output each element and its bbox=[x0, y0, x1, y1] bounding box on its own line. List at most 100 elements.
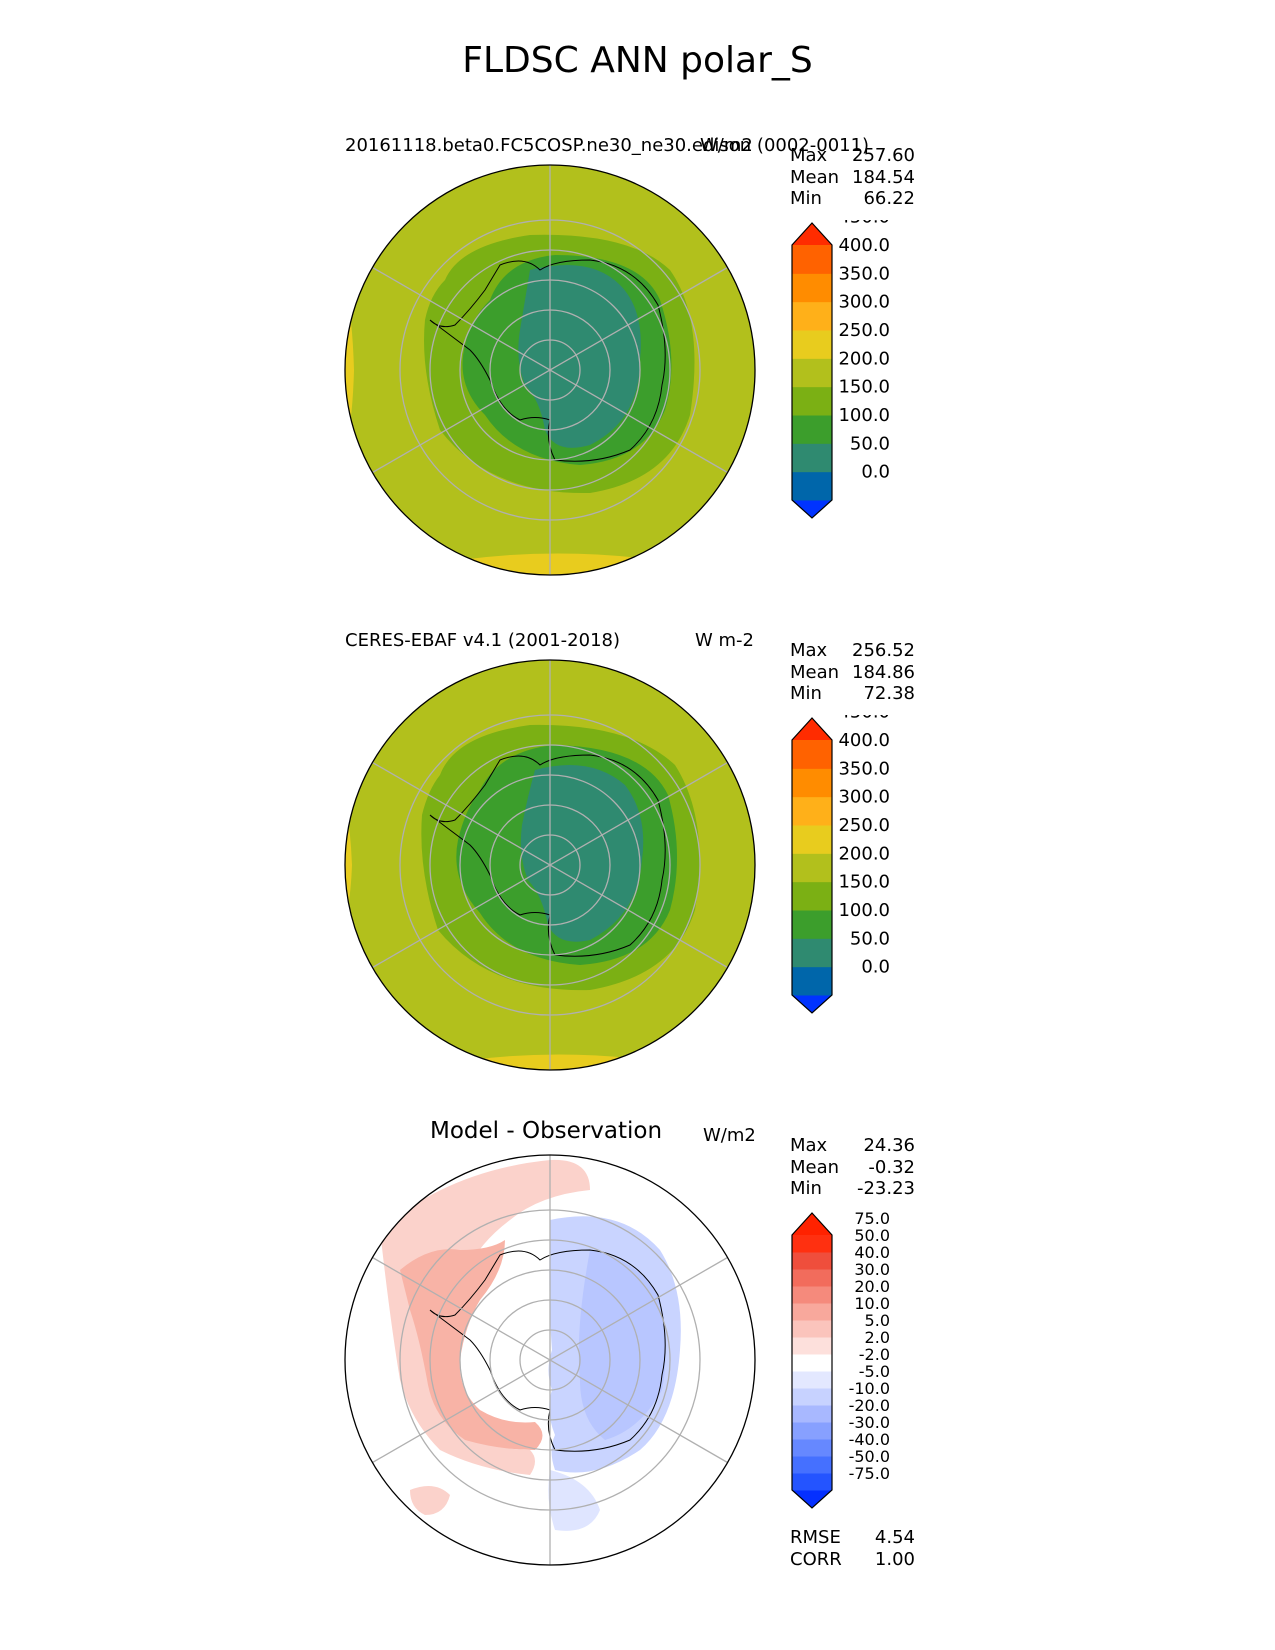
metric-label: CORR bbox=[790, 1548, 842, 1570]
colorbar-tick-label: -75.0 bbox=[849, 1464, 890, 1483]
metric-corr-row: CORR 1.00 bbox=[790, 1549, 915, 1571]
colorbar-swatch bbox=[792, 966, 832, 996]
stat-min-row: Min -23.23 bbox=[790, 1178, 915, 1200]
colorbar-tick-label: 150.0 bbox=[838, 872, 890, 893]
stat-value: 256.52 bbox=[852, 640, 915, 661]
map-boundary bbox=[344, 1154, 756, 1566]
colorbar-swatches bbox=[792, 223, 832, 518]
colorbar-swatch bbox=[792, 796, 832, 826]
colorbar-swatches bbox=[792, 1213, 832, 1508]
map-boundary bbox=[344, 164, 756, 576]
colorbar-outline bbox=[791, 222, 833, 519]
panel1-colorbar: 0.0 50.0 100.0 150.0 200.0 250.0 300.0 350.0 400… bbox=[791, 220, 890, 519]
colorbar-tick-label: 450.0 bbox=[838, 715, 890, 723]
colorbar-outline bbox=[791, 1212, 833, 1509]
map-field-high bbox=[345, 775, 352, 935]
stat-value: 184.54 bbox=[852, 166, 915, 188]
panel3-colorbar: -75.0-50.0-40.0-30.0-20.0-10.0-5.0-2.02.… bbox=[791, 1210, 890, 1509]
panel2-title: CERES-EBAF v4.1 (2001-2018) bbox=[345, 630, 621, 651]
panel3-title: Model - Observation bbox=[430, 1118, 663, 1144]
colorbar-swatch bbox=[792, 301, 832, 331]
colorbar-tick-label: 100.0 bbox=[838, 405, 890, 426]
colorbar-extension-max bbox=[792, 718, 832, 740]
map-gridlines bbox=[372, 165, 728, 575]
colorbar-swatch bbox=[792, 273, 832, 303]
colorbar-swatch bbox=[792, 1269, 832, 1287]
stat-value: 66.22 bbox=[863, 188, 915, 209]
stat-value: -23.23 bbox=[856, 1178, 915, 1199]
stat-min-row: Min 72.38 bbox=[790, 683, 915, 705]
panel3-metrics: RMSE 4.54 CORR 1.00 bbox=[790, 1527, 915, 1570]
colorbar-tick-labels: 0.0 50.0 100.0 150.0 200.0 250.0 300.0 350.0 400… bbox=[838, 220, 890, 483]
colorbar-swatch bbox=[792, 938, 832, 968]
colorbar-extension-min bbox=[792, 995, 832, 1013]
colorbar-tick-label: 350.0 bbox=[838, 263, 890, 284]
panel3-units: W/m2 bbox=[703, 1125, 756, 1146]
stat-label: Max bbox=[790, 145, 828, 166]
stat-label: Min bbox=[790, 683, 822, 704]
colorbar-swatch bbox=[792, 330, 832, 359]
colorbar-swatch bbox=[792, 1388, 832, 1406]
colorbar-tick-label: -20.0 bbox=[849, 1396, 890, 1415]
colorbar-tick-label: 400.0 bbox=[838, 730, 890, 751]
colorbar-tick-label: 350.0 bbox=[838, 758, 890, 779]
colorbar-swatch bbox=[792, 910, 832, 939]
colorbar-swatch bbox=[792, 825, 832, 854]
colorbar-tick-label: 300.0 bbox=[838, 292, 890, 313]
colorbar-swatch bbox=[792, 1303, 832, 1321]
colorbar-swatch bbox=[792, 1422, 832, 1440]
colorbar-swatch bbox=[792, 1439, 832, 1457]
colorbar-tick-label: 0.0 bbox=[861, 462, 890, 483]
stat-value: 184.86 bbox=[852, 661, 915, 683]
map-field-band-50 bbox=[520, 765, 644, 942]
colorbar-swatch bbox=[792, 1320, 832, 1338]
stat-max-row: Max 257.60 bbox=[790, 145, 915, 167]
panel3-polar-map bbox=[344, 1154, 756, 1566]
stat-label: Mean bbox=[790, 166, 840, 188]
panel2-stats: Max 256.52 Mean 184.86 Min 72.38 bbox=[790, 640, 915, 705]
metric-rmse-row: RMSE 4.54 bbox=[790, 1527, 915, 1549]
map-boundary bbox=[344, 659, 756, 1071]
colorbar-tick-label: 40.0 bbox=[854, 1243, 890, 1262]
metric-value: 4.54 bbox=[874, 1527, 915, 1548]
map-gridlines bbox=[372, 660, 728, 1070]
colorbar-tick-label: -30.0 bbox=[849, 1413, 890, 1432]
colorbar-tick-label: 200.0 bbox=[838, 348, 890, 369]
panel2-polar-map bbox=[344, 659, 756, 1071]
colorbar-tick-label: 200.0 bbox=[838, 843, 890, 864]
colorbar-swatch bbox=[792, 1235, 832, 1253]
colorbar-tick-label: 250.0 bbox=[838, 320, 890, 341]
colorbar-swatch bbox=[792, 415, 832, 444]
colorbar-tick-label: -2.0 bbox=[859, 1345, 890, 1364]
colorbar-tick-label: -40.0 bbox=[849, 1430, 890, 1449]
colorbar-swatch bbox=[792, 1456, 832, 1474]
colorbar-tick-label: -50.0 bbox=[849, 1447, 890, 1466]
colorbar-tick-label: -10.0 bbox=[849, 1379, 890, 1398]
stat-mean-row: Mean -0.32 bbox=[790, 1157, 915, 1179]
map-field-high bbox=[345, 270, 354, 460]
stat-label: Max bbox=[790, 1135, 828, 1156]
stat-min-row: Min 66.22 bbox=[790, 188, 915, 210]
colorbar-swatch bbox=[792, 245, 832, 274]
colorbar-tick-label: 0.0 bbox=[861, 957, 890, 978]
colorbar-tick-label: 50.0 bbox=[850, 433, 890, 454]
stat-label: Mean bbox=[790, 661, 840, 683]
stat-value: 24.36 bbox=[863, 1135, 915, 1156]
stat-mean-row: Mean 184.86 bbox=[790, 662, 915, 684]
colorbar-tick-label: 250.0 bbox=[838, 815, 890, 836]
colorbar-tick-label: 2.0 bbox=[865, 1328, 890, 1347]
stat-label: Min bbox=[790, 1178, 822, 1199]
colorbar-tick-label: -5.0 bbox=[859, 1362, 890, 1381]
colorbar-swatch bbox=[792, 1286, 832, 1304]
stat-label: Mean bbox=[790, 1156, 840, 1178]
colorbar-extension-max bbox=[792, 1213, 832, 1235]
panel1-stats: Max 257.60 Mean 184.54 Min 66.22 bbox=[790, 145, 915, 210]
colorbar-swatch bbox=[792, 386, 832, 416]
panel2-units: W m-2 bbox=[695, 630, 755, 651]
colorbar-swatch bbox=[792, 358, 832, 388]
colorbar-tick-label: 100.0 bbox=[838, 900, 890, 921]
colorbar-tick-label: 300.0 bbox=[838, 787, 890, 808]
panel1-units: W/m2 bbox=[700, 135, 753, 156]
stat-max-row: Max 24.36 bbox=[790, 1135, 915, 1157]
colorbar-swatch bbox=[792, 768, 832, 798]
